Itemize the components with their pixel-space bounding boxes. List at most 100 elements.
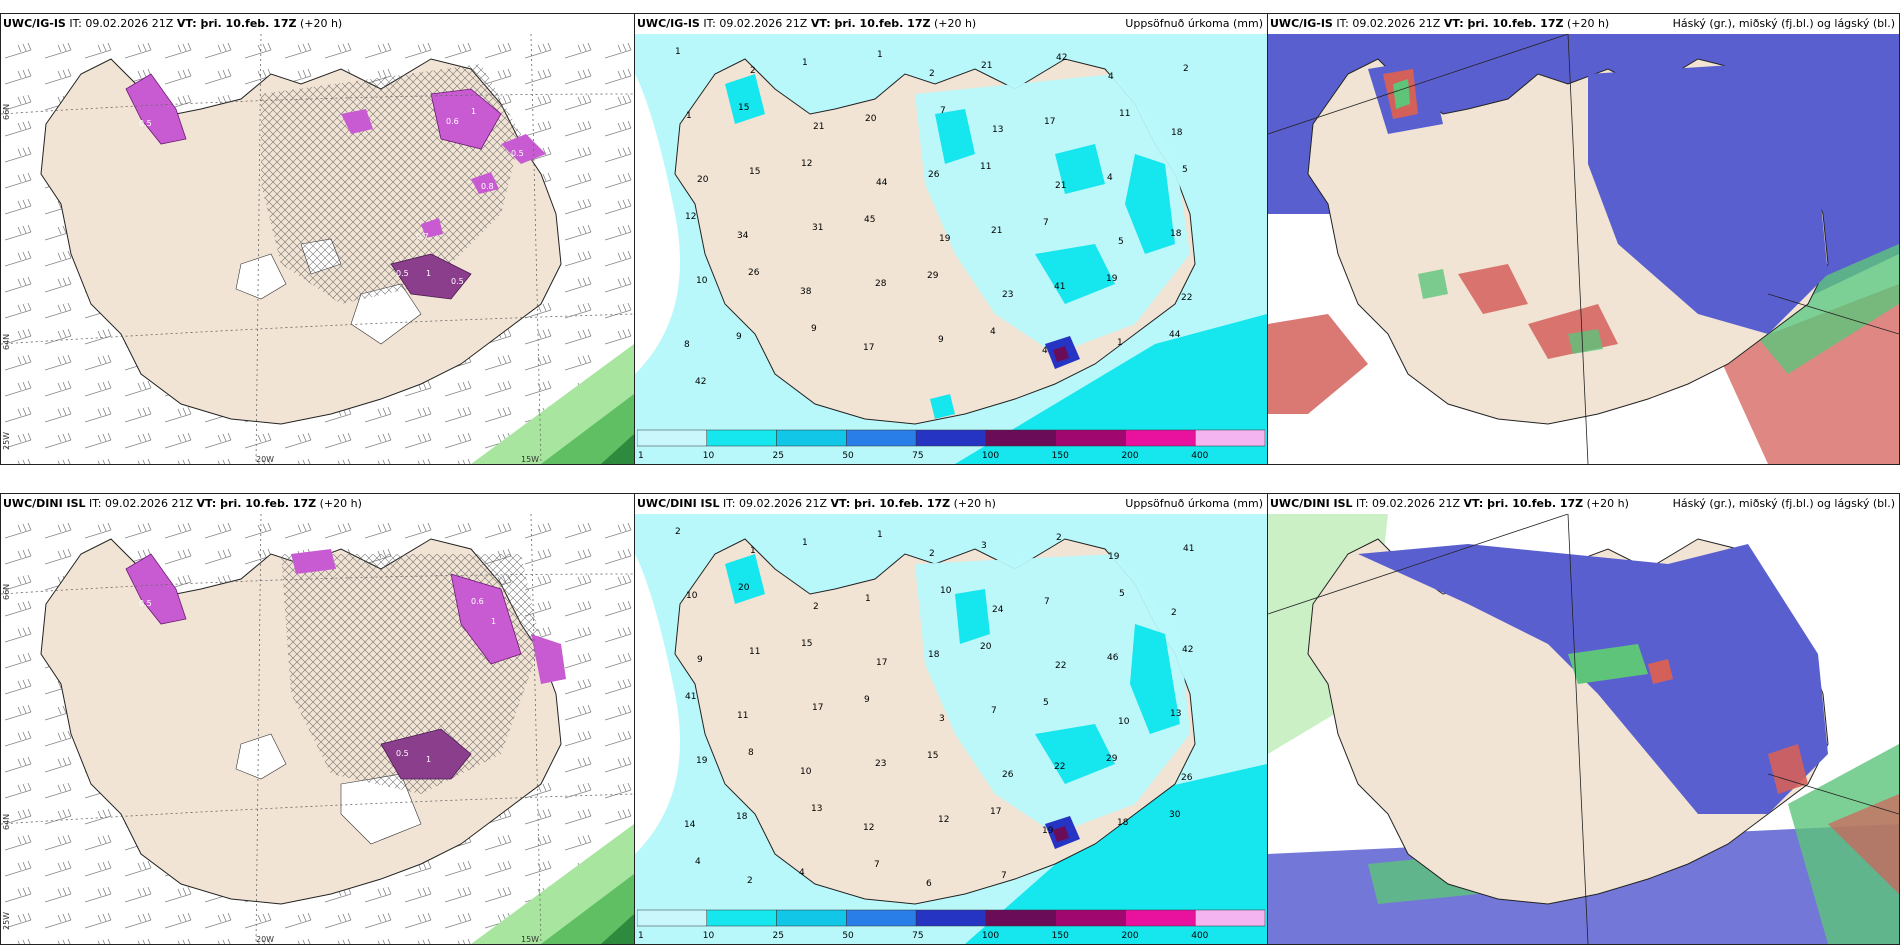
precip-value: 6 bbox=[926, 879, 932, 889]
precip-value: 12 bbox=[863, 823, 874, 833]
init-time: IT: 09.02.2026 21Z bbox=[703, 17, 808, 30]
precip-value: 5 bbox=[1043, 698, 1049, 708]
precip-value: 19 bbox=[696, 756, 708, 766]
precip-value: 21 bbox=[981, 61, 992, 71]
precip-value: 2 bbox=[747, 876, 753, 886]
lead-time: (+20 h) bbox=[953, 497, 996, 510]
model-name: UWC/IG-IS bbox=[3, 17, 66, 30]
init-time: IT: 09.02.2026 21Z bbox=[1336, 17, 1441, 30]
valid-time: VT: þri. 10.feb. 17Z bbox=[1463, 497, 1584, 510]
panel-header: UWC/IG-IS IT: 09.02.2026 21Z VT: þri. 10… bbox=[1268, 14, 1899, 34]
lon-label: 20W bbox=[256, 935, 274, 944]
precip-value: 23 bbox=[1002, 290, 1013, 300]
precip-value: 22 bbox=[1181, 293, 1192, 303]
panel-cloud-bottom: UWC/DINI ISL IT: 09.02.2026 21Z VT: þri.… bbox=[1267, 493, 1900, 945]
precip-value: 17 bbox=[863, 343, 874, 353]
precip-value: 38 bbox=[800, 287, 812, 297]
precip-value: 41 bbox=[1054, 282, 1065, 292]
precip-value: 20 bbox=[865, 114, 877, 124]
colorbar-swatch bbox=[776, 909, 847, 927]
precip-value: 24 bbox=[992, 605, 1004, 615]
colorbar-label: 25 bbox=[773, 451, 784, 461]
precip-value: 44 bbox=[876, 178, 888, 188]
precip-value: 20 bbox=[980, 642, 992, 652]
precip-value: 19 bbox=[939, 234, 951, 244]
model-name: UWC/DINI ISL bbox=[3, 497, 86, 510]
snow-label: 1 bbox=[491, 617, 496, 626]
panel-header: UWC/DINI ISL IT: 09.02.2026 21Z VT: þri.… bbox=[1, 494, 634, 514]
colorbar-swatch bbox=[776, 429, 847, 447]
panel-subtitle: Háský (gr.), miðský (fj.bl.) og lágský (… bbox=[1672, 17, 1895, 30]
lead-time: (+20 h) bbox=[1586, 497, 1629, 510]
precip-value: 30 bbox=[1169, 810, 1181, 820]
precip-value: 10 bbox=[940, 586, 952, 596]
precip-value: 4 bbox=[1107, 173, 1113, 183]
panel-precip-bottom: UWC/DINI ISL IT: 09.02.2026 21Z VT: þri.… bbox=[634, 493, 1268, 945]
colorbar: 1 10 25 50 75 100 150 200 400 bbox=[637, 428, 1265, 462]
precip-value: 9 bbox=[697, 655, 703, 665]
precip-value: 26 bbox=[1002, 770, 1014, 780]
precip-value: 18 bbox=[928, 650, 940, 660]
lon-label: 25W bbox=[2, 432, 11, 450]
map-cloud bbox=[1268, 14, 1899, 464]
colorbar-swatch bbox=[846, 909, 917, 927]
precip-value: 7 bbox=[1044, 597, 1050, 607]
colorbar-label: 10 bbox=[703, 931, 715, 941]
precip-value: 5 bbox=[1182, 165, 1188, 175]
precip-value: 17 bbox=[1044, 117, 1055, 127]
colorbar-swatch bbox=[1194, 909, 1265, 927]
precip-value: 42 bbox=[695, 377, 706, 387]
colorbar-label: 150 bbox=[1052, 931, 1069, 941]
valid-time: VT: þri. 10.feb. 17Z bbox=[810, 17, 931, 30]
colorbar-swatch bbox=[637, 429, 708, 447]
precip-value: 1 bbox=[1117, 338, 1123, 348]
precip-value: 21 bbox=[1055, 181, 1066, 191]
precip-value: 1 bbox=[877, 530, 883, 540]
precip-value: 41 bbox=[1183, 544, 1194, 554]
precip-value: 11 bbox=[980, 162, 991, 172]
snow-label: 0.7 bbox=[416, 232, 429, 241]
precip-value: 1 bbox=[802, 58, 808, 68]
map-wind: 0.5 0.6 1 0.7 0.8 0.5 1 0.5 0.5 20W 15W … bbox=[1, 14, 634, 464]
precip-value: 20 bbox=[738, 583, 750, 593]
lat-label: 64N bbox=[2, 814, 11, 830]
precip-value: 10 bbox=[696, 276, 708, 286]
colorbar-swatch bbox=[1125, 429, 1196, 447]
colorbar-label: 400 bbox=[1191, 451, 1208, 461]
valid-time: VT: þri. 10.feb. 17Z bbox=[196, 497, 317, 510]
precip-value: 3 bbox=[939, 714, 945, 724]
snow-label: 1 bbox=[426, 755, 431, 764]
colorbar-label: 400 bbox=[1191, 931, 1208, 941]
colorbar-label: 1 bbox=[638, 451, 644, 461]
colorbar-swatch bbox=[706, 909, 777, 927]
precip-value: 1 bbox=[802, 538, 808, 548]
colorbar-swatch bbox=[1055, 429, 1126, 447]
precip-value: 4 bbox=[990, 327, 996, 337]
panel-header: UWC/IG-IS IT: 09.02.2026 21Z VT: þri. 10… bbox=[1, 14, 634, 34]
precip-value: 14 bbox=[684, 820, 696, 830]
precip-value: 15 bbox=[927, 751, 938, 761]
precip-value: 18 bbox=[736, 812, 748, 822]
precip-value: 18 bbox=[1171, 128, 1183, 138]
precip-value: 42 bbox=[1182, 645, 1193, 655]
snow-label: 0.5 bbox=[396, 269, 409, 278]
precip-value: 26 bbox=[928, 170, 940, 180]
panel-wind-top: UWC/IG-IS IT: 09.02.2026 21Z VT: þri. 10… bbox=[0, 13, 635, 465]
panel-wind-bottom: UWC/DINI ISL IT: 09.02.2026 21Z VT: þri.… bbox=[0, 493, 635, 945]
precip-value: 17 bbox=[876, 658, 887, 668]
precip-value: 2 bbox=[813, 602, 819, 612]
precip-value: 2 bbox=[929, 549, 935, 559]
precip-value: 21 bbox=[991, 226, 1002, 236]
precip-value: 26 bbox=[1181, 773, 1193, 783]
snow-label: 1 bbox=[471, 107, 476, 116]
colorbar-label: 75 bbox=[912, 451, 923, 461]
colorbar-label: 100 bbox=[982, 931, 999, 941]
precip-value: 2 bbox=[675, 527, 681, 537]
precip-value: 4 bbox=[695, 857, 701, 867]
precip-value: 10 bbox=[686, 591, 698, 601]
precip-value: 7 bbox=[874, 860, 880, 870]
precip-value: 2 bbox=[1183, 64, 1189, 74]
colorbar-label: 75 bbox=[912, 931, 923, 941]
precip-value: 19 bbox=[1106, 274, 1118, 284]
colorbar-label: 200 bbox=[1121, 931, 1138, 941]
